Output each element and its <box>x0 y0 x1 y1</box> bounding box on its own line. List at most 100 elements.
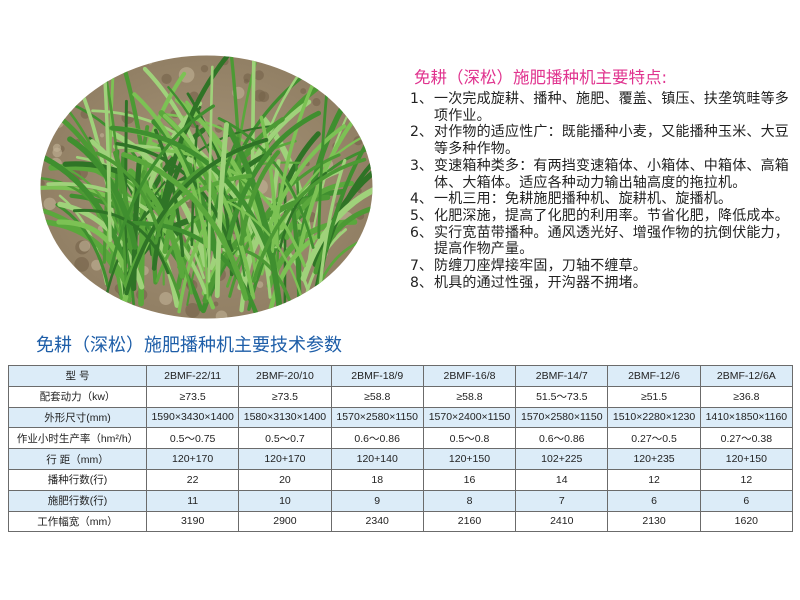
spec-table: 型 号 2BMF-22/11 2BMF-20/10 2BMF-18/9 2BMF-16/… <box>8 365 794 533</box>
table-cell: ≥58.8 <box>422 385 517 408</box>
table-cell: 120+235 <box>607 448 701 470</box>
table-cell: 1410×1850×1160 <box>699 406 794 429</box>
table-cell: 14 <box>515 468 609 491</box>
table-cell: 1510×2280×1230 <box>607 406 701 429</box>
table-row: 作业小时生产率（hm²/h） 0.5～0.75 0.5～0.7 0.6～0.86 0.5… <box>8 427 794 450</box>
table-row: 外形尺寸(mm) 1590×3430×1400 1580×3130×1400 1570… <box>8 406 794 429</box>
table-cell: ≥73.5 <box>238 385 332 408</box>
feature-item: 5、 化肥深施，提高了化肥的利用率。节省化肥，降低成本。 <box>410 208 790 225</box>
spec-table-title: 免耕（深松）施肥播种机主要技术参数 <box>36 335 342 356</box>
table-cell: 11 <box>145 489 240 512</box>
feature-number: 7、 <box>410 258 433 275</box>
table-cell: 10 <box>238 489 332 512</box>
table-cell: 120+170 <box>238 448 332 470</box>
feature-item: 2、 对作物的适应性广：既能播种小麦，又能播种玉米、大豆等多种作物。 <box>410 124 790 157</box>
row-label: 外形尺寸(mm) <box>8 406 147 429</box>
table-cell: 1590×3430×1400 <box>145 406 240 429</box>
table-row: 行 距（mm） 120+170 120+170 120+140 120+150 102+2… <box>8 448 794 470</box>
feature-number: 2、 <box>410 124 433 141</box>
table-cell: 1570×2400×1150 <box>422 406 517 429</box>
table-cell: 2BMF-18/9 <box>330 365 424 387</box>
table-cell: 2BMF-12/6A <box>699 365 794 387</box>
table-cell: 3190 <box>145 510 240 533</box>
wheat-seedlings-photo <box>40 55 373 319</box>
table-row: 工作幅宽（mm） 3190 2900 2340 2160 2410 2130 1620 <box>8 510 794 533</box>
feature-item: 6、 实行宽苗带播种。通风透光好、增强作物的抗倒伏能力，提高作物产量。 <box>410 225 790 258</box>
table-cell: 1580×3130×1400 <box>238 406 332 429</box>
table-cell: ≥51.5 <box>607 385 701 408</box>
feature-item: 1、 一次完成旋耕、播种、施肥、覆盖、镇压、扶垄筑畦等多项作业。 <box>410 91 790 124</box>
table-cell: 2BMF-22/11 <box>145 365 240 387</box>
row-label: 播种行数(行) <box>8 468 147 491</box>
table-cell: 12 <box>607 468 701 491</box>
table-cell: ≥36.8 <box>699 385 794 408</box>
table-cell: 6 <box>699 489 794 512</box>
feature-item: 3、 变速箱种类多：有两挡变速箱体、小箱体、中箱体、高箱体、大箱体。适应各种动力输… <box>410 158 790 191</box>
features-section: 免耕（深松）施肥播种机主要特点: 1、 一次完成旋耕、播种、施肥、覆盖、镇压、扶垄… <box>410 64 790 291</box>
table-cell: 2410 <box>515 510 609 533</box>
table-cell: 2BMF-12/6 <box>607 365 701 387</box>
feature-text: 变速箱种类多：有两挡变速箱体、小箱体、中箱体、高箱体、大箱体。适应各种动力输出轴… <box>434 157 789 191</box>
table-cell: 2900 <box>238 510 332 533</box>
row-label: 工作幅宽（mm） <box>8 510 147 533</box>
table-cell: 0.27～0.5 <box>607 427 701 450</box>
feature-text: 一次完成旋耕、播种、施肥、覆盖、镇压、扶垄筑畦等多项作业。 <box>434 91 789 124</box>
features-list: 1、 一次完成旋耕、播种、施肥、覆盖、镇压、扶垄筑畦等多项作业。 2、 对作物的适应性… <box>410 91 790 291</box>
table-cell: 2BMF-14/7 <box>515 365 609 387</box>
table-cell: 0.5～0.8 <box>422 427 517 450</box>
row-label: 施肥行数(行) <box>8 489 147 512</box>
feature-text: 一机三用：免耕施肥播种机、旋耕机、旋播机。 <box>434 191 733 208</box>
feature-text: 化肥深施，提高了化肥的利用率。节省化肥，降低成本。 <box>434 207 789 224</box>
row-label: 配套动力（kw） <box>8 385 147 408</box>
feature-number: 4、 <box>410 191 433 208</box>
row-label: 型 号 <box>8 365 147 387</box>
row-label: 作业小时生产率（hm²/h） <box>8 427 147 450</box>
table-cell: 7 <box>515 489 609 512</box>
table-cell: ≥73.5 <box>145 385 240 408</box>
table-cell: 120+140 <box>330 448 424 470</box>
table-cell: 12 <box>699 468 794 491</box>
features-title: 免耕（深松）施肥播种机主要特点: <box>414 68 668 87</box>
table-cell: 2160 <box>422 510 517 533</box>
table-cell: 1620 <box>699 510 794 533</box>
table-cell: 0.5～0.75 <box>145 427 240 450</box>
feature-number: 1、 <box>410 91 433 107</box>
row-label: 行 距（mm） <box>8 448 147 470</box>
table-cell: 0.27～0.38 <box>699 427 794 450</box>
feature-item: 4、 一机三用：免耕施肥播种机、旋耕机、旋播机。 <box>410 191 790 208</box>
feature-number: 8、 <box>410 274 433 291</box>
table-cell: 9 <box>330 489 424 512</box>
table-cell: 0.5～0.7 <box>238 427 332 450</box>
feature-number: 6、 <box>410 224 433 241</box>
table-cell: 120+150 <box>699 448 794 470</box>
table-cell: 20 <box>238 468 332 491</box>
table-cell: 6 <box>607 489 701 512</box>
feature-text: 防缠刀座焊接牢固，刀轴不缠草。 <box>434 258 647 275</box>
table-cell: ≥58.8 <box>330 385 424 408</box>
table-cell: 2340 <box>330 510 424 533</box>
table-row: 配套动力（kw） ≥73.5 ≥73.5 ≥58.8 ≥58.8 51.5～73.5 ≥51… <box>8 385 794 408</box>
table-cell: 18 <box>330 468 424 491</box>
table-cell: 2BMF-20/10 <box>238 365 332 387</box>
feature-text: 实行宽苗带播种。通风透光好、增强作物的抗倒伏能力，提高作物产量。 <box>434 224 789 258</box>
table-cell: 16 <box>422 468 517 491</box>
feature-text: 对作物的适应性广：既能播种小麦，又能播种玉米、大豆等多种作物。 <box>434 124 789 158</box>
feature-number: 3、 <box>410 157 433 174</box>
feature-item: 7、 防缠刀座焊接牢固，刀轴不缠草。 <box>410 258 790 275</box>
table-cell: 2BMF-16/8 <box>422 365 517 387</box>
feature-text: 机具的通过性强，开沟器不拥堵。 <box>434 274 647 291</box>
table-cell: 8 <box>422 489 517 512</box>
table-row: 播种行数(行) 22 20 18 16 14 12 12 <box>8 468 794 491</box>
table-row: 施肥行数(行) 11 10 9 8 7 6 6 <box>8 489 794 512</box>
table-row: 型 号 2BMF-22/11 2BMF-20/10 2BMF-18/9 2BMF-16/… <box>8 365 794 387</box>
table-cell: 0.6～0.86 <box>330 427 424 450</box>
table-cell: 22 <box>145 468 240 491</box>
table-cell: 0.6～0.86 <box>515 427 609 450</box>
table-cell: 1570×2580×1150 <box>515 406 609 429</box>
table-cell: 120+170 <box>145 448 240 470</box>
feature-item: 8、 机具的通过性强，开沟器不拥堵。 <box>410 275 790 292</box>
table-cell: 1570×2580×1150 <box>330 406 424 429</box>
table-cell: 2130 <box>607 510 701 533</box>
feature-number: 5、 <box>410 207 433 224</box>
table-cell: 51.5～73.5 <box>515 385 609 408</box>
